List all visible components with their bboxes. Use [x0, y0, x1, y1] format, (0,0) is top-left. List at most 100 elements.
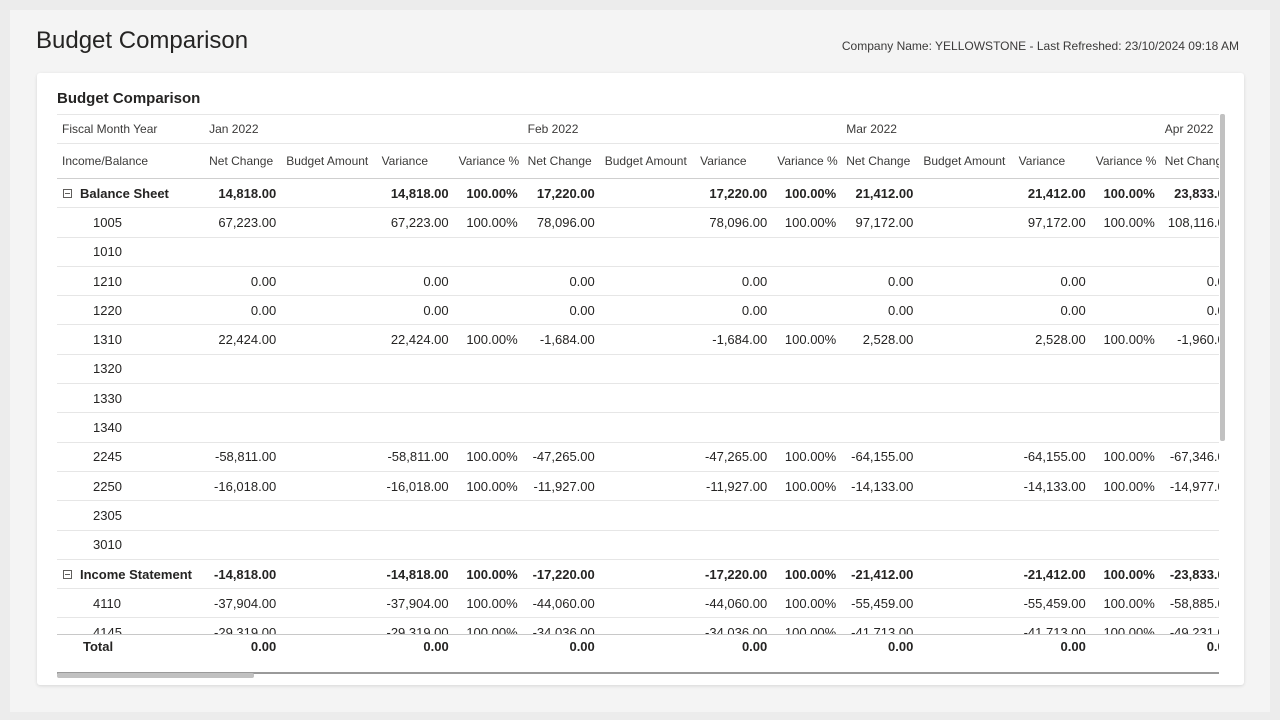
value-cell	[599, 383, 696, 414]
table-row[interactable]: 2250 -16,018.00 -16,018.00 100.00% -11,927.0…	[57, 471, 1219, 502]
value-cell: -55,459.00	[1013, 588, 1091, 619]
total-label: Total	[83, 638, 114, 654]
value-cell: 0.00	[376, 266, 454, 297]
row-label: 2250	[93, 478, 122, 494]
value-cell: -14,133.00	[841, 471, 919, 502]
measure-header[interactable]: Net Change	[1159, 143, 1219, 179]
value-cell: -1,684.00	[522, 324, 600, 355]
value-cell	[772, 295, 842, 326]
value-cell: -47,265.00	[522, 442, 600, 472]
row-header-income-balance[interactable]: Income/Balance	[57, 143, 205, 179]
value-cell	[1159, 354, 1219, 385]
account-label-cell: 1330	[57, 383, 205, 414]
value-cell	[204, 412, 282, 443]
value-cell: 100.00%	[772, 178, 842, 209]
measure-header[interactable]: Budget Amount	[281, 143, 377, 179]
collapse-icon[interactable]	[63, 569, 72, 579]
row-label: Balance Sheet	[80, 185, 169, 201]
value-cell	[281, 266, 377, 297]
account-label-cell: 4110	[57, 588, 205, 619]
measure-header[interactable]: Variance %	[453, 143, 523, 179]
table-row[interactable]: 1330	[57, 383, 1219, 414]
value-cell: -44,060.00	[522, 588, 600, 619]
value-cell	[376, 383, 454, 414]
value-cell: 67,223.00	[204, 207, 282, 238]
value-cell: 21,412.00	[841, 178, 919, 209]
group-row[interactable]: Balance Sheet 14,818.00 14,818.00 100.00% 17…	[57, 178, 1219, 209]
month-header[interactable]: Mar 2022	[841, 114, 1160, 144]
value-cell	[918, 530, 1014, 560]
table-row[interactable]: 3010	[57, 530, 1219, 560]
measure-header[interactable]: Net Change	[204, 143, 282, 179]
value-cell	[522, 354, 600, 385]
value-cell	[453, 354, 523, 385]
month-header[interactable]: Feb 2022	[522, 114, 842, 144]
table-row[interactable]: 4145 -29,319.00 -29,319.00 100.00% -34,036.0…	[57, 617, 1219, 634]
value-cell: -11,927.00	[695, 471, 773, 502]
value-cell	[772, 500, 842, 531]
table-row[interactable]: 1010	[57, 237, 1219, 267]
value-cell	[918, 207, 1014, 238]
table-row[interactable]: 1220 0.00 0.00 0.00 0.00 0.00 0.00 0.00	[57, 295, 1219, 326]
value-cell	[281, 354, 377, 385]
value-cell	[841, 530, 919, 560]
value-cell: 0.00	[1159, 266, 1219, 297]
measure-header[interactable]: Variance	[695, 143, 773, 179]
measure-header[interactable]: Budget Amount	[918, 143, 1014, 179]
total-row-viewport: Total 0.00 0.00 0.00 0.00 0.00 0.00 0.00	[57, 634, 1219, 674]
table-row[interactable]: 1340	[57, 412, 1219, 443]
measure-header[interactable]: Variance %	[1090, 143, 1160, 179]
value-cell	[599, 471, 696, 502]
measure-header[interactable]: Budget Amount	[599, 143, 696, 179]
value-cell: 100.00%	[453, 178, 523, 209]
value-cell	[1013, 412, 1091, 443]
value-cell	[281, 412, 377, 443]
column-header-fiscal-month-year[interactable]: Fiscal Month Year	[57, 114, 205, 144]
value-cell	[453, 295, 523, 326]
month-header[interactable]: Apr 2022	[1159, 114, 1219, 144]
table-row[interactable]: 4110 -37,904.00 -37,904.00 100.00% -44,060.0…	[57, 588, 1219, 619]
value-cell: 100.00%	[772, 324, 842, 355]
value-cell: 0.00	[522, 295, 600, 326]
measure-header[interactable]: Net Change	[841, 143, 919, 179]
value-cell	[841, 354, 919, 385]
matrix-body-viewport[interactable]: Fiscal Month Year Jan 2022 Feb 2022 Mar 20…	[57, 114, 1219, 634]
row-label: 2305	[93, 507, 122, 523]
total-row: Total 0.00 0.00 0.00 0.00 0.00 0.00 0.00	[57, 635, 1219, 657]
total-value-cell: 0.00	[741, 638, 768, 654]
table-row[interactable]: 1310 22,424.00 22,424.00 100.00% -1,684.00 -1…	[57, 324, 1219, 355]
total-value-cell	[281, 635, 376, 657]
group-row[interactable]: Income Statement -14,818.00 -14,818.00 100.…	[57, 559, 1219, 590]
value-cell	[918, 354, 1014, 385]
value-cell	[204, 354, 282, 385]
table-row[interactable]: 1005 67,223.00 67,223.00 100.00% 78,096.00 78…	[57, 207, 1219, 238]
value-cell	[599, 530, 696, 560]
account-label-cell: 2250	[57, 471, 205, 502]
value-cell: 14,818.00	[204, 178, 282, 209]
table-row[interactable]: 2245 -58,811.00 -58,811.00 100.00% -47,265.0…	[57, 442, 1219, 472]
account-label-cell: 1340	[57, 412, 205, 443]
measure-header[interactable]: Variance %	[772, 143, 842, 179]
value-cell	[281, 500, 377, 531]
value-cell	[1159, 530, 1219, 560]
value-cell	[918, 412, 1014, 443]
measure-header[interactable]: Variance	[1013, 143, 1091, 179]
table-row[interactable]: 1210 0.00 0.00 0.00 0.00 0.00 0.00 0.00	[57, 266, 1219, 297]
value-cell: -1,684.00	[695, 324, 773, 355]
budget-matrix: Fiscal Month Year Jan 2022 Feb 2022 Mar 20…	[57, 114, 1219, 634]
collapse-icon[interactable]	[63, 188, 72, 198]
measure-header[interactable]: Net Change	[522, 143, 600, 179]
value-cell	[695, 354, 773, 385]
month-header[interactable]: Jan 2022	[204, 114, 523, 144]
horizontal-scrollbar[interactable]	[57, 673, 254, 678]
table-row[interactable]: 1320	[57, 354, 1219, 385]
measure-header[interactable]: Variance	[376, 143, 454, 179]
value-cell	[1159, 383, 1219, 414]
value-cell	[281, 471, 377, 502]
table-row[interactable]: 2305	[57, 500, 1219, 531]
value-cell: -16,018.00	[204, 471, 282, 502]
row-label: 1005	[93, 214, 122, 230]
vertical-scrollbar[interactable]	[1220, 114, 1225, 441]
value-cell	[772, 354, 842, 385]
value-cell	[918, 295, 1014, 326]
